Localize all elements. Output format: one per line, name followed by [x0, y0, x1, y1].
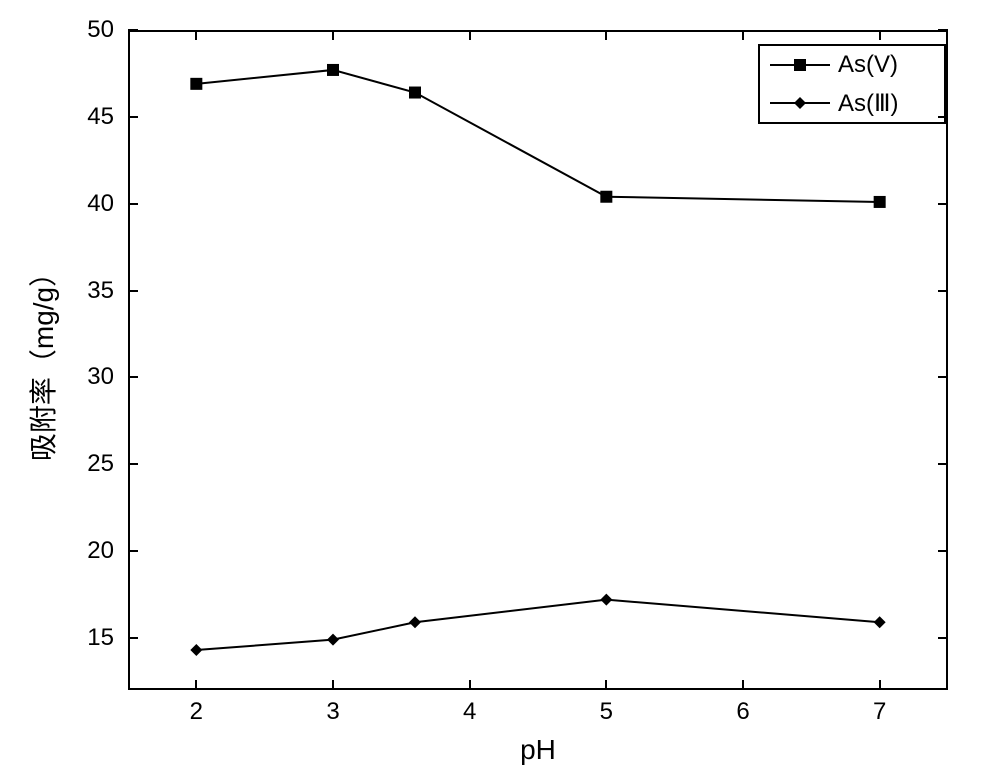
x-tick [469, 680, 471, 690]
chart-container: As(V)As(Ⅲ) 吸附率（mg/g） pH 1520253035404550… [0, 0, 1000, 776]
y-tick [938, 637, 948, 639]
legend-sample [770, 93, 830, 113]
legend-sample [770, 55, 830, 75]
series-marker-As(V) [600, 191, 612, 203]
y-tick [938, 376, 948, 378]
x-tick [469, 30, 471, 40]
y-tick-label: 45 [0, 103, 114, 131]
y-tick [128, 116, 138, 118]
y-tick [938, 463, 948, 465]
x-tick-label: 6 [736, 698, 749, 726]
y-tick [938, 203, 948, 205]
series-marker-As(V) [190, 78, 202, 90]
y-tick-label: 25 [0, 450, 114, 478]
y-tick [938, 550, 948, 552]
legend-label: As(V) [838, 51, 898, 79]
x-tick [742, 30, 744, 40]
y-tick-label: 15 [0, 624, 114, 652]
x-tick [332, 680, 334, 690]
x-tick [605, 680, 607, 690]
x-tick [879, 30, 881, 40]
y-tick [938, 29, 948, 31]
y-tick [128, 203, 138, 205]
series-marker-As(III) [190, 644, 202, 656]
legend-label: As(Ⅲ) [838, 89, 899, 118]
x-tick-label: 3 [326, 698, 339, 726]
y-tick [938, 116, 948, 118]
x-tick [742, 680, 744, 690]
series-marker-As(III) [874, 616, 886, 628]
x-tick-label: 7 [873, 698, 886, 726]
series-marker-As(V) [874, 196, 886, 208]
x-tick-label: 4 [463, 698, 476, 726]
x-tick [879, 680, 881, 690]
y-tick [128, 29, 138, 31]
y-tick [128, 376, 138, 378]
x-tick [605, 30, 607, 40]
x-tick [195, 680, 197, 690]
legend-marker-icon [790, 93, 810, 113]
series-line-As(III) [196, 600, 879, 650]
y-tick [128, 550, 138, 552]
series-marker-As(V) [327, 64, 339, 76]
legend-marker-icon [790, 55, 810, 75]
x-axis-label: pH [520, 734, 556, 766]
y-tick-label: 50 [0, 16, 114, 44]
legend-item-As(III): As(Ⅲ) [760, 84, 944, 122]
y-tick-label: 35 [0, 277, 114, 305]
x-tick [195, 30, 197, 40]
legend-item-As(V): As(V) [760, 46, 944, 84]
x-tick-label: 2 [190, 698, 203, 726]
series-marker-As(V) [409, 87, 421, 99]
series-marker-As(III) [409, 616, 421, 628]
y-tick-label: 30 [0, 363, 114, 391]
y-tick [128, 637, 138, 639]
x-tick-label: 5 [600, 698, 613, 726]
y-tick [128, 463, 138, 465]
y-tick [128, 290, 138, 292]
y-tick [938, 290, 948, 292]
y-tick-label: 40 [0, 190, 114, 218]
x-tick [332, 30, 334, 40]
legend-box: As(V) As(Ⅲ) [758, 44, 946, 124]
series-marker-As(III) [327, 634, 339, 646]
y-tick-label: 20 [0, 537, 114, 565]
series-marker-As(III) [600, 594, 612, 606]
